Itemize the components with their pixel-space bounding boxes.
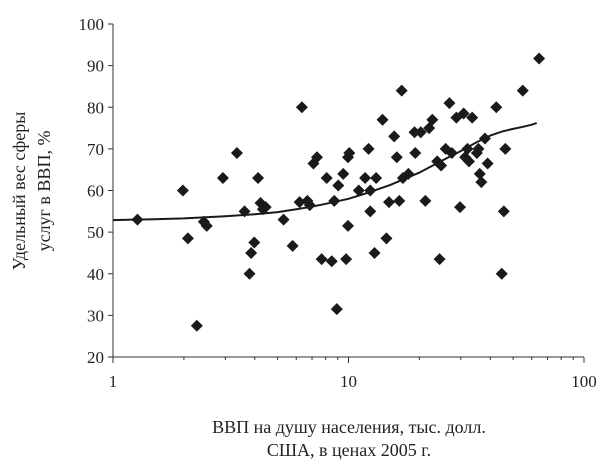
data-point	[364, 184, 377, 197]
data-point	[409, 147, 422, 160]
y-tick-label: 70	[87, 140, 104, 159]
data-point	[433, 253, 446, 266]
data-point	[259, 201, 272, 214]
x-tick-label: 10	[340, 372, 357, 391]
data-point	[443, 97, 456, 110]
data-point	[303, 199, 316, 212]
x-tick-label: 1	[109, 372, 118, 391]
x-axis-title-line-1: ВВП на душу населения, тыс. долл.	[212, 417, 486, 437]
data-point	[332, 179, 345, 192]
data-point	[454, 201, 467, 214]
y-tick-label: 90	[87, 57, 104, 76]
data-point	[252, 172, 265, 185]
data-point	[462, 155, 475, 168]
data-point	[337, 167, 350, 180]
data-point	[176, 184, 189, 197]
data-point	[343, 147, 356, 160]
data-point	[457, 107, 470, 120]
data-point	[461, 142, 474, 155]
data-point	[472, 142, 485, 155]
data-point	[475, 176, 488, 189]
y-tick-label: 40	[87, 265, 104, 284]
y-tick-label: 20	[87, 348, 104, 367]
y-axis-title-line-2: услуг в ВВП, %	[34, 131, 54, 252]
data-point	[380, 232, 393, 245]
data-point	[277, 213, 290, 226]
data-point	[419, 194, 432, 207]
data-point	[315, 253, 328, 266]
data-point	[497, 205, 510, 218]
data-point	[414, 126, 427, 139]
data-point	[216, 172, 229, 185]
data-point	[328, 194, 341, 207]
data-point	[516, 84, 529, 97]
trend-curve	[112, 122, 538, 222]
data-point	[295, 101, 308, 114]
data-point	[200, 219, 213, 232]
data-point	[230, 147, 243, 160]
y-axis-title-line-1: Удельный вес сферы	[9, 112, 29, 271]
y-axis-ticks: 20 30 40 50 60 70 80 90 100	[79, 15, 113, 367]
data-point	[320, 172, 333, 185]
y-tick-label: 30	[87, 306, 104, 325]
data-point	[435, 159, 448, 172]
data-point	[238, 205, 251, 218]
data-point	[490, 101, 503, 114]
data-point	[478, 132, 491, 145]
x-axis-title-line-2: США, в ценах 2005 г.	[267, 440, 431, 460]
data-point	[426, 113, 439, 126]
data-point	[181, 232, 194, 245]
data-points	[131, 52, 546, 332]
x-tick-label: 100	[571, 372, 597, 391]
data-point	[368, 246, 381, 259]
data-point	[402, 167, 415, 180]
data-point	[473, 167, 486, 180]
data-point	[243, 267, 256, 280]
data-point	[190, 319, 203, 332]
data-point	[330, 303, 343, 316]
data-point	[533, 52, 546, 65]
data-point	[388, 130, 401, 143]
data-point	[362, 142, 375, 155]
data-point	[359, 172, 372, 185]
data-point	[248, 236, 261, 249]
data-point	[293, 196, 306, 209]
data-point	[499, 142, 512, 155]
data-point	[495, 267, 508, 280]
data-point	[352, 184, 365, 197]
trend-line	[112, 122, 538, 222]
y-tick-label: 60	[87, 182, 104, 201]
data-point	[370, 172, 383, 185]
data-point	[131, 213, 144, 226]
data-point	[340, 253, 353, 266]
y-tick-label: 50	[87, 223, 104, 242]
data-point	[466, 111, 479, 124]
data-point	[341, 219, 354, 232]
y-tick-label: 100	[79, 15, 105, 34]
data-point	[376, 113, 389, 126]
x-axis-ticks: 1 10 100	[109, 357, 597, 391]
data-point	[325, 255, 338, 268]
data-point	[395, 84, 408, 97]
data-point	[445, 147, 458, 160]
data-point	[481, 157, 494, 170]
data-point	[383, 196, 396, 209]
y-tick-label: 80	[87, 98, 104, 117]
data-point	[245, 246, 258, 259]
data-point	[393, 194, 406, 207]
data-point	[408, 126, 421, 139]
data-point	[390, 151, 403, 164]
data-point	[311, 151, 324, 164]
data-point	[286, 239, 299, 252]
data-point	[364, 205, 377, 218]
